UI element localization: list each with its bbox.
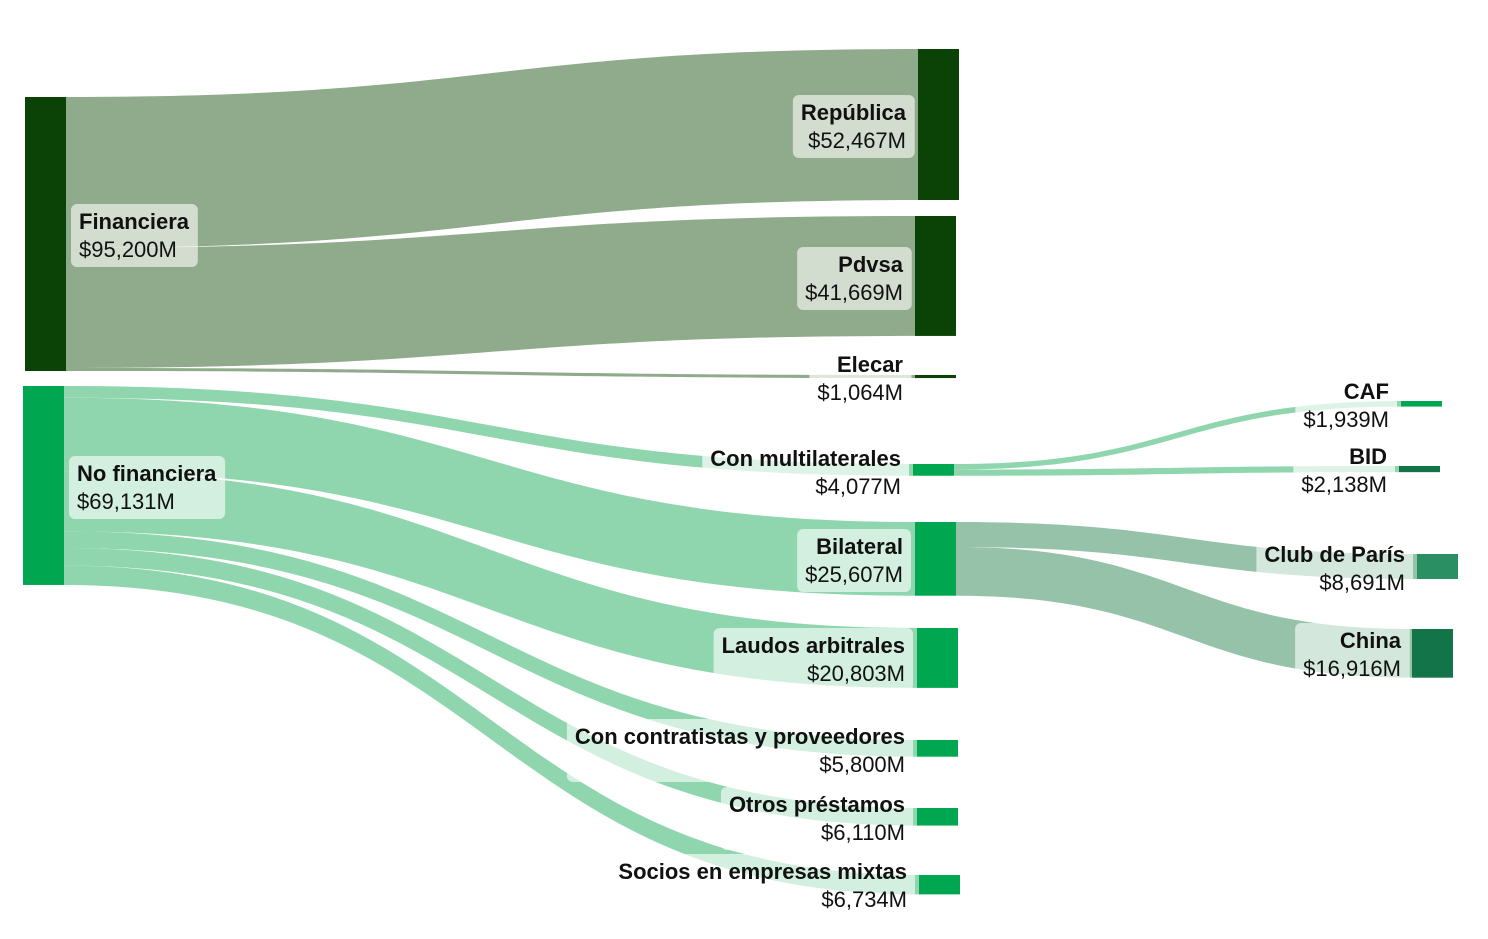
link-nofinanciera-multilaterales[interactable] xyxy=(64,386,913,476)
label-republica: República $52,467M xyxy=(792,95,915,158)
label-bg-socios xyxy=(610,854,915,917)
link-nofinanciera-contratistas[interactable] xyxy=(64,531,917,757)
label-bg-pdvsa xyxy=(797,247,912,310)
label-bg-contratistas xyxy=(566,719,913,782)
node-caf[interactable] xyxy=(1401,401,1442,407)
label-china: China $16,916M xyxy=(1295,623,1410,686)
label-bid: BID $2,138M xyxy=(1293,442,1395,499)
label-bg-club xyxy=(1256,537,1413,600)
node-financiera[interactable] xyxy=(25,97,66,371)
link-multilaterales-caf[interactable] xyxy=(954,401,1401,470)
node-label-financiera: Financiera xyxy=(79,209,190,234)
node-label-republica: República xyxy=(801,100,907,125)
node-value-nofinanciera: $69,131M xyxy=(77,489,175,514)
node-label-caf: CAF xyxy=(1344,379,1389,404)
label-bg-multilaterales xyxy=(702,444,909,501)
node-nofinanciera[interactable] xyxy=(23,386,64,585)
node-label-club: Club de París xyxy=(1264,542,1405,567)
label-elecar: Elecar $1,064M xyxy=(809,350,912,407)
node-value-bid: $2,138M xyxy=(1301,472,1387,497)
node-label-nofinanciera: No financiera xyxy=(77,461,217,486)
label-club: Club de París $8,691M xyxy=(1256,537,1413,600)
node-value-pdvsa: $41,669M xyxy=(805,280,903,305)
link-nofinanciera-otros[interactable] xyxy=(64,548,917,826)
label-nofinanciera: No financiera $69,131M xyxy=(69,456,226,519)
link-nofinanciera-socios[interactable] xyxy=(64,565,919,895)
nodes-layer xyxy=(23,49,1458,895)
label-contratistas: Con contratistas y proveedores $5,800M xyxy=(566,719,913,782)
node-republica[interactable] xyxy=(918,49,959,201)
node-value-socios: $6,734M xyxy=(821,887,907,912)
label-bg-bilateral xyxy=(797,529,911,592)
label-bg-financiera xyxy=(71,204,198,267)
node-value-caf: $1,939M xyxy=(1303,407,1389,432)
label-bg-nofinanciera xyxy=(69,456,226,519)
node-value-club: $8,691M xyxy=(1319,570,1405,595)
node-label-pdvsa: Pdvsa xyxy=(838,252,904,277)
label-bilateral: Bilateral $25,607M xyxy=(797,529,911,592)
label-socios: Socios en empresas mixtas $6,734M xyxy=(610,854,915,917)
label-bg-elecar xyxy=(809,350,912,407)
node-label-bilateral: Bilateral xyxy=(816,534,903,559)
node-value-elecar: $1,064M xyxy=(817,380,903,405)
label-laudos: Laudos arbitrales $20,803M xyxy=(713,628,913,691)
node-label-china: China xyxy=(1340,628,1402,653)
node-pdvsa[interactable] xyxy=(915,216,956,336)
node-label-contratistas: Con contratistas y proveedores xyxy=(575,724,905,749)
label-bg-republica xyxy=(792,95,915,158)
node-label-bid: BID xyxy=(1349,444,1387,469)
node-label-laudos: Laudos arbitrales xyxy=(722,633,905,658)
node-value-multilaterales: $4,077M xyxy=(815,474,901,499)
label-caf: CAF $1,939M xyxy=(1295,377,1397,434)
node-china[interactable] xyxy=(1412,629,1453,678)
node-contratistas[interactable] xyxy=(917,740,958,757)
link-multilaterales-bid[interactable] xyxy=(954,466,1399,476)
node-value-laudos: $20,803M xyxy=(807,661,905,686)
node-label-socios: Socios en empresas mixtas xyxy=(618,859,907,884)
label-financiera: Financiera $95,200M xyxy=(71,204,198,267)
label-multilaterales: Con multilaterales $4,077M xyxy=(702,444,909,501)
node-label-otros: Otros préstamos xyxy=(729,792,905,817)
node-value-bilateral: $25,607M xyxy=(805,562,903,587)
link-financiera-elecar[interactable] xyxy=(66,367,915,379)
node-bilateral[interactable] xyxy=(915,522,956,596)
links-layer xyxy=(64,49,1417,895)
label-pdvsa: Pdvsa $41,669M xyxy=(797,247,912,310)
label-bg-china xyxy=(1295,623,1410,686)
link-nofinanciera-bilateral[interactable] xyxy=(64,397,915,596)
node-bid[interactable] xyxy=(1399,466,1440,473)
node-socios[interactable] xyxy=(919,875,960,895)
link-financiera-republica[interactable] xyxy=(66,49,918,249)
node-value-china: $16,916M xyxy=(1303,656,1401,681)
link-financiera-pdvsa[interactable] xyxy=(66,216,915,368)
label-bg-otros xyxy=(720,787,913,850)
node-elecar[interactable] xyxy=(915,375,956,379)
link-nofinanciera-laudos[interactable] xyxy=(64,471,917,688)
label-bg-laudos xyxy=(713,628,913,691)
node-label-multilaterales: Con multilaterales xyxy=(710,446,901,471)
node-value-otros: $6,110M xyxy=(821,820,905,845)
node-multilaterales[interactable] xyxy=(913,464,954,476)
node-label-elecar: Elecar xyxy=(837,352,903,377)
label-bg-bid xyxy=(1293,442,1395,499)
labels-layer: Financiera $95,200M No financiera $69,131M R… xyxy=(69,95,1413,917)
label-otros: Otros préstamos $6,110M xyxy=(720,787,913,850)
node-otros[interactable] xyxy=(917,808,958,826)
node-club[interactable] xyxy=(1417,554,1458,580)
node-value-financiera: $95,200M xyxy=(79,237,177,262)
node-value-republica: $52,467M xyxy=(808,128,906,153)
node-laudos[interactable] xyxy=(917,628,958,688)
node-value-contratistas: $5,800M xyxy=(819,752,905,777)
label-bg-caf xyxy=(1295,377,1397,434)
